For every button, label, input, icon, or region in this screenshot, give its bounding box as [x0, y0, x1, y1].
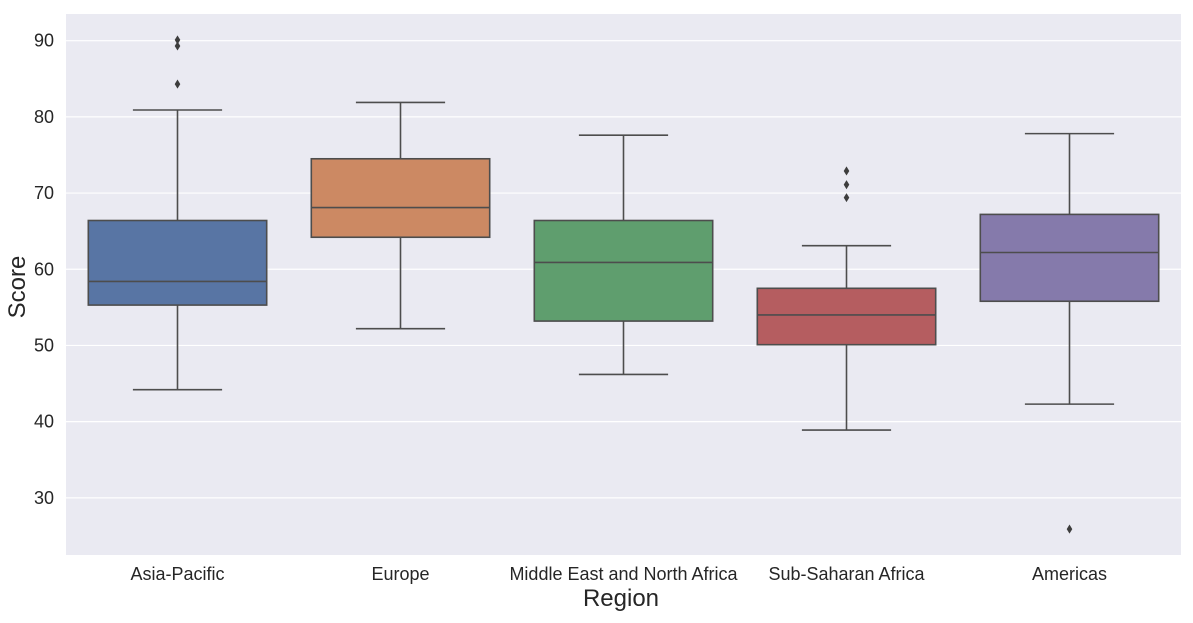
y-tick-label: 50 [34, 335, 54, 355]
box-5 [979, 132, 1160, 534]
y-tick-label: 40 [34, 412, 54, 432]
box-3 [533, 134, 714, 376]
iqr-box [310, 157, 491, 239]
outlier-point [174, 35, 181, 45]
x-tick-label: Americas [1032, 564, 1107, 584]
y-tick-label: 70 [34, 183, 54, 203]
outlier-point [843, 180, 850, 190]
x-axis-title: Region [583, 585, 659, 612]
outlier-point [843, 193, 850, 203]
outlier-point [1066, 524, 1073, 534]
y-tick-label: 30 [34, 488, 54, 508]
y-tick-label: 90 [34, 31, 54, 51]
box-1 [87, 35, 268, 391]
x-tick-label: Sub-Saharan Africa [768, 564, 925, 584]
y-tick-label: 80 [34, 107, 54, 127]
outlier-point [843, 166, 850, 176]
box-4 [756, 166, 937, 431]
iqr-box [979, 213, 1160, 303]
iqr-box [756, 287, 937, 346]
y-tick-label: 60 [34, 259, 54, 279]
outlier-point [174, 79, 181, 89]
iqr-box [87, 219, 268, 306]
outlier-point [174, 41, 181, 51]
x-tick-label: Europe [371, 564, 429, 584]
y-axis-title: Score [4, 256, 31, 319]
boxes-group [87, 35, 1160, 534]
iqr-box [533, 219, 714, 322]
box-2 [310, 101, 491, 330]
x-tick-label: Asia-Pacific [130, 564, 224, 584]
y-tick-labels: 30 40 50 60 70 80 90 [34, 31, 54, 508]
x-tick-labels: Asia-Pacific Europe Middle East and North … [130, 564, 1107, 584]
x-tick-label: Middle East and North Africa [509, 564, 738, 584]
